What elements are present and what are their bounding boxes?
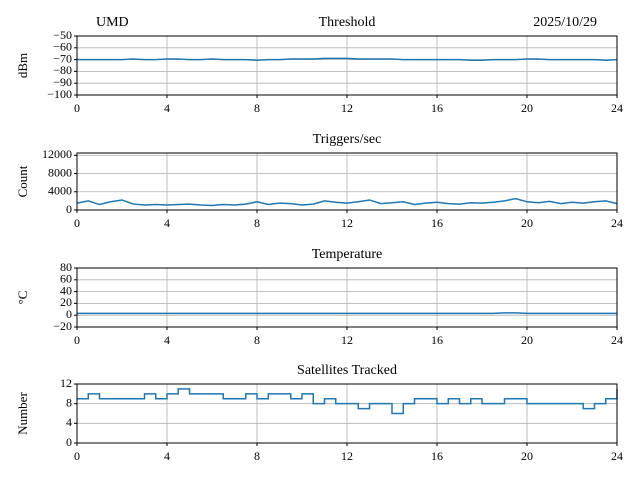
- x-tick-label: 4: [164, 449, 170, 463]
- chart-title: Threshold: [319, 15, 376, 30]
- y-tick-label: 4: [66, 415, 72, 429]
- y-tick-label: −80: [53, 63, 72, 77]
- y-tick-label: −50: [53, 28, 72, 42]
- y-tick-label: 40: [60, 283, 72, 297]
- data-line: [77, 312, 617, 315]
- axes-frame: [76, 35, 618, 96]
- data-line: [77, 57, 618, 61]
- x-tick-label: 24: [611, 216, 623, 230]
- x-tick-label: 4: [164, 101, 170, 115]
- right-title: 2025/10/29: [533, 15, 597, 30]
- axes-frame: [76, 383, 618, 444]
- chart-title: Satellites Tracked: [297, 363, 397, 378]
- x-tick-label: 20: [521, 216, 533, 230]
- data-line: [77, 388, 618, 415]
- y-tick-label: 80: [60, 260, 72, 274]
- y-tick-label: 0: [66, 202, 72, 216]
- x-tick-label: 12: [341, 449, 353, 463]
- x-tick-label: 24: [611, 101, 623, 115]
- data-line: [76, 197, 618, 207]
- y-tick-label: −20: [53, 319, 72, 333]
- y-tick-label: −70: [53, 51, 72, 65]
- y-tick-label: −100: [47, 87, 72, 101]
- y-tick-label: 0: [66, 307, 72, 321]
- chart-title: Temperature: [312, 247, 383, 262]
- y-tick-label: −90: [53, 75, 72, 89]
- x-tick-label: 12: [341, 101, 353, 115]
- x-tick-label: 20: [521, 449, 533, 463]
- y-tick-label: 4000: [48, 184, 72, 198]
- y-tick-label: 0: [66, 435, 72, 449]
- y-tick-label: 12000: [42, 147, 72, 161]
- x-tick-label: 0: [74, 101, 80, 115]
- x-tick-label: 12: [341, 333, 353, 347]
- y-axis-label: Number: [15, 392, 30, 435]
- x-tick-label: 16: [431, 333, 443, 347]
- x-tick-label: 0: [74, 449, 80, 463]
- y-axis-label: Count: [15, 165, 30, 197]
- x-tick-label: 8: [254, 101, 260, 115]
- x-tick-label: 8: [254, 216, 260, 230]
- x-tick-label: 12: [341, 216, 353, 230]
- x-tick-label: 24: [611, 333, 623, 347]
- x-tick-label: 20: [521, 333, 533, 347]
- x-tick-label: 4: [164, 333, 170, 347]
- y-axis-label: °C: [15, 291, 30, 305]
- y-tick-label: 20: [60, 295, 72, 309]
- y-tick-label: 8000: [48, 165, 72, 179]
- x-tick-label: 16: [431, 101, 443, 115]
- x-tick-label: 24: [611, 449, 623, 463]
- y-tick-label: −60: [53, 40, 72, 54]
- x-tick-label: 16: [431, 449, 443, 463]
- x-tick-label: 20: [521, 101, 533, 115]
- left-title: UMD: [96, 15, 129, 30]
- x-tick-label: 8: [254, 449, 260, 463]
- y-axis-label: dBm: [15, 53, 30, 78]
- y-tick-label: 12: [60, 376, 72, 390]
- y-tick-label: 60: [60, 272, 72, 286]
- x-tick-label: 8: [254, 333, 260, 347]
- axes-frame: [76, 267, 618, 328]
- x-tick-label: 4: [164, 216, 170, 230]
- x-tick-label: 0: [74, 216, 80, 230]
- x-tick-label: 0: [74, 333, 80, 347]
- y-tick-label: 8: [66, 395, 72, 409]
- chart-title: Triggers/sec: [313, 132, 382, 147]
- x-tick-label: 16: [431, 216, 443, 230]
- axes-frame: [76, 152, 618, 211]
